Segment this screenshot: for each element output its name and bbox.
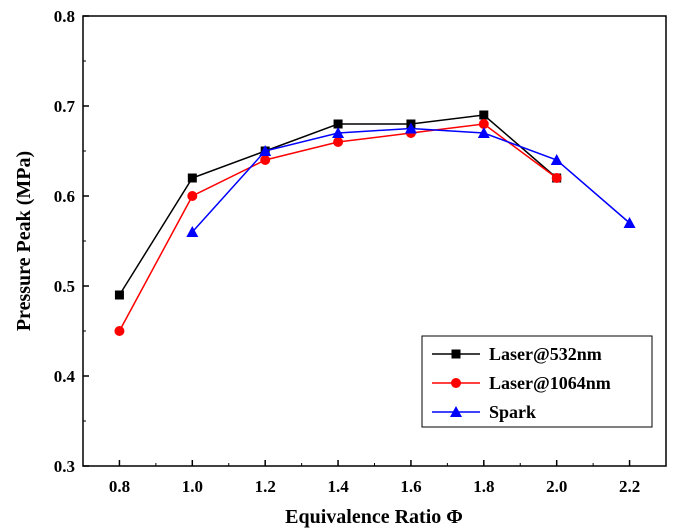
x-tick-label: 1.6 [400,477,421,496]
series-2 [186,122,636,237]
data-point [478,119,489,129]
data-point [114,326,125,336]
data-point [479,110,489,120]
x-tick-label: 2.2 [619,477,640,496]
data-point [623,217,636,228]
y-tick-label: 0.4 [54,367,76,386]
data-point [186,226,199,237]
legend-label: Laser@532nm [489,344,602,364]
legend-label: Laser@1064nm [489,373,611,393]
legend-marker [450,406,462,417]
series-line [191,127,631,233]
x-axis-title: Equivalence Ratio Φ [285,506,463,528]
series-line [118,123,558,332]
y-axis: 0.3 0.4 0.5 0.6 0.7 0.8 [54,7,89,476]
data-point [404,122,417,134]
legend-label: Spark [489,402,536,422]
data-point [260,155,271,165]
x-tick-label: 2.0 [546,477,567,496]
y-tick-label: 0.6 [54,187,75,206]
data-point [550,154,563,165]
data-point [551,173,562,183]
legend-marker [451,349,461,359]
y-tick-label: 0.7 [54,97,76,116]
data-point [477,127,490,138]
x-tick-label: 1.2 [255,477,276,496]
y-tick-label: 0.5 [54,277,75,296]
x-tick-label: 1.4 [327,477,349,496]
data-point [333,137,344,147]
data-point [259,145,272,156]
series-1 [114,119,562,336]
x-tick-label: 1.8 [473,477,494,496]
y-tick-label: 0.8 [54,7,75,26]
data-point [333,119,343,129]
y-axis-title: Pressure Peak (MPa) [13,151,35,331]
series-layer [114,110,636,336]
legend-marker [451,378,461,388]
legend: Laser@532nm Laser@1064nm Spark [421,335,653,428]
data-point [187,191,198,201]
y-tick-label: 0.3 [54,457,75,476]
data-point [187,173,197,183]
x-tick-label: 0.8 [109,477,130,496]
x-tick-label: 1.0 [182,477,203,496]
data-point [114,290,124,300]
data-point [332,127,345,138]
